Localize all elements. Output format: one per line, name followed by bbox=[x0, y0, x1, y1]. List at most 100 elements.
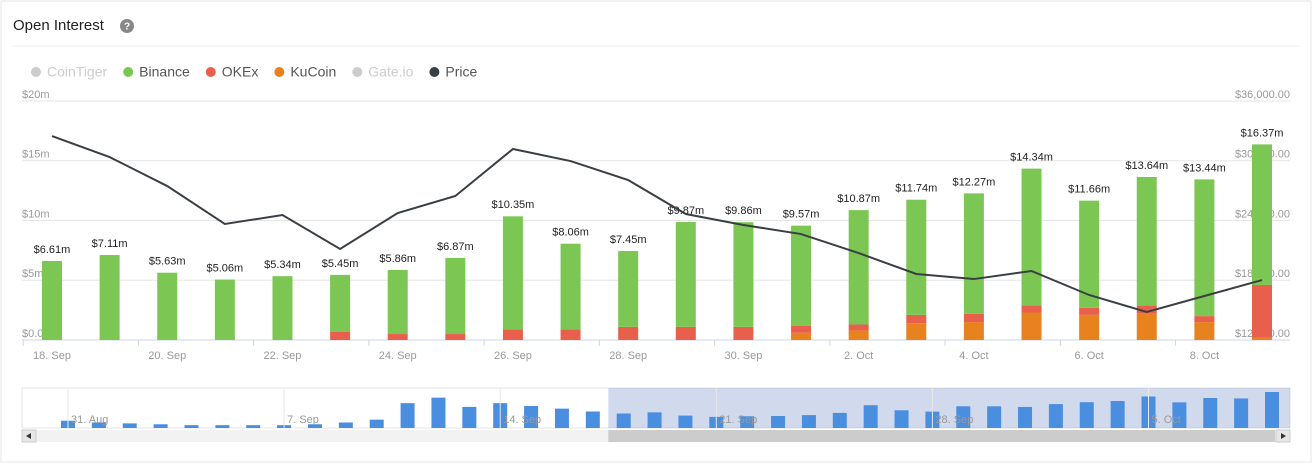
legend-label[interactable]: Gate.io bbox=[368, 64, 413, 80]
legend-symbol[interactable] bbox=[429, 67, 440, 77]
legend-symbol[interactable] bbox=[31, 67, 41, 77]
bar-segment bbox=[502, 329, 523, 340]
navigator-label: 7. Sep bbox=[287, 414, 319, 426]
bar-segment bbox=[1252, 337, 1272, 340]
navigator-bar bbox=[554, 408, 569, 428]
navigator-bar bbox=[585, 411, 600, 428]
x-tick-label: 28. Sep bbox=[609, 350, 647, 362]
x-tick-label: 24. Sep bbox=[379, 350, 417, 362]
legend-symbol[interactable] bbox=[352, 67, 363, 77]
y-tick-label: $10m bbox=[22, 208, 50, 220]
navigator-bar bbox=[369, 419, 384, 428]
bar-segment bbox=[791, 325, 812, 333]
navigator-bar bbox=[122, 423, 137, 428]
y-tick-label: $5m bbox=[22, 268, 43, 280]
navigator-label: 5. Oct bbox=[1152, 414, 1181, 426]
navigator-bar bbox=[431, 397, 446, 428]
bar-segment bbox=[387, 269, 408, 335]
bar-segment bbox=[848, 330, 869, 340]
bar-segment bbox=[618, 326, 639, 340]
navigator-label: 31. Aug bbox=[71, 414, 108, 426]
data-label: $16.37m bbox=[1241, 127, 1284, 139]
bar-segment bbox=[1252, 285, 1272, 338]
bar-segment bbox=[214, 279, 235, 340]
navigator-bar bbox=[1110, 401, 1125, 428]
y-tick-label: $20m bbox=[22, 89, 50, 101]
data-label: $14.34m bbox=[1010, 152, 1053, 164]
navigator-bar bbox=[462, 406, 477, 428]
legend-symbol[interactable] bbox=[274, 67, 285, 77]
x-tick-label: 20. Sep bbox=[148, 350, 186, 362]
scrollbar-thumb[interactable] bbox=[608, 430, 1275, 442]
data-label: $7.45m bbox=[610, 234, 647, 246]
navigator-bar bbox=[246, 425, 261, 428]
navigator-label: 14. Sep bbox=[503, 414, 541, 426]
navigator-bar bbox=[894, 410, 909, 428]
navigator-label: 28. Sep bbox=[935, 414, 973, 426]
navigator-bar bbox=[184, 425, 199, 428]
legend-symbol[interactable] bbox=[205, 67, 216, 77]
data-label: $13.44m bbox=[1183, 162, 1226, 174]
x-tick-label: 30. Sep bbox=[724, 350, 762, 362]
y2-tick-label: $36,000.00 bbox=[1235, 89, 1290, 101]
legend-label[interactable]: Binance bbox=[139, 64, 190, 80]
bar-segment bbox=[387, 334, 408, 340]
bar-segment bbox=[1021, 312, 1042, 340]
bar-segment bbox=[42, 261, 62, 340]
help-icon[interactable] bbox=[120, 19, 134, 33]
data-label: $13.64m bbox=[1125, 160, 1168, 172]
data-label: $5.34m bbox=[264, 259, 301, 271]
legend-label[interactable]: Price bbox=[445, 64, 477, 80]
data-label: $12.27m bbox=[952, 176, 995, 188]
navigator-bar bbox=[1234, 398, 1249, 428]
scroll-left-arrow bbox=[26, 433, 31, 439]
navigator-bar bbox=[771, 416, 786, 428]
navigator-bar bbox=[307, 424, 322, 428]
bar-segment bbox=[502, 216, 523, 330]
x-tick-label: 6. Oct bbox=[1074, 350, 1103, 362]
navigator-bar bbox=[1048, 404, 1063, 428]
x-tick-label: 22. Sep bbox=[264, 350, 302, 362]
legend-label[interactable]: CoinTiger bbox=[47, 64, 108, 80]
x-tick-label: 2. Oct bbox=[844, 350, 873, 362]
bar-segment bbox=[791, 225, 812, 326]
bar-segment bbox=[1136, 313, 1157, 340]
bar-segment bbox=[906, 323, 927, 340]
bar-segment bbox=[906, 314, 927, 324]
data-label: $5.86m bbox=[379, 253, 416, 265]
navigator-bar bbox=[1018, 406, 1033, 428]
navigator-bar bbox=[647, 412, 662, 428]
bar-segment bbox=[445, 334, 466, 340]
bar-segment bbox=[330, 274, 351, 332]
navigator-bar bbox=[863, 405, 878, 428]
bar-segment bbox=[1194, 179, 1215, 317]
data-label: $8.06m bbox=[552, 227, 589, 239]
data-label: $6.87m bbox=[437, 241, 474, 253]
data-label: $9.86m bbox=[725, 205, 762, 217]
data-label: $10.35m bbox=[492, 199, 535, 211]
help-text[interactable]: ? bbox=[124, 22, 130, 33]
legend-label[interactable]: OKEx bbox=[222, 64, 259, 80]
navigator-bar bbox=[1172, 402, 1187, 428]
bar-segment bbox=[560, 329, 581, 340]
data-label: $7.11m bbox=[92, 238, 128, 250]
y-tick-label: $15m bbox=[22, 149, 50, 161]
bar-segment bbox=[99, 255, 120, 340]
navigator-bar bbox=[153, 424, 168, 428]
data-label: $9.57m bbox=[783, 209, 820, 221]
data-label: $6.61m bbox=[34, 244, 71, 256]
bar-segment bbox=[1136, 305, 1157, 314]
bar-segment bbox=[1194, 322, 1215, 340]
price-line bbox=[51, 135, 1263, 314]
navigator-bar bbox=[91, 422, 106, 428]
navigator-bar bbox=[400, 403, 415, 428]
bar-segment bbox=[963, 193, 984, 314]
legend-label[interactable]: KuCoin bbox=[290, 64, 336, 80]
x-tick-label: 18. Sep bbox=[33, 350, 71, 362]
bar-segment bbox=[791, 332, 812, 340]
bar-segment bbox=[157, 272, 178, 340]
legend-symbol[interactable] bbox=[123, 67, 134, 77]
bar-segment bbox=[963, 313, 984, 323]
bar-segment bbox=[1252, 144, 1272, 286]
